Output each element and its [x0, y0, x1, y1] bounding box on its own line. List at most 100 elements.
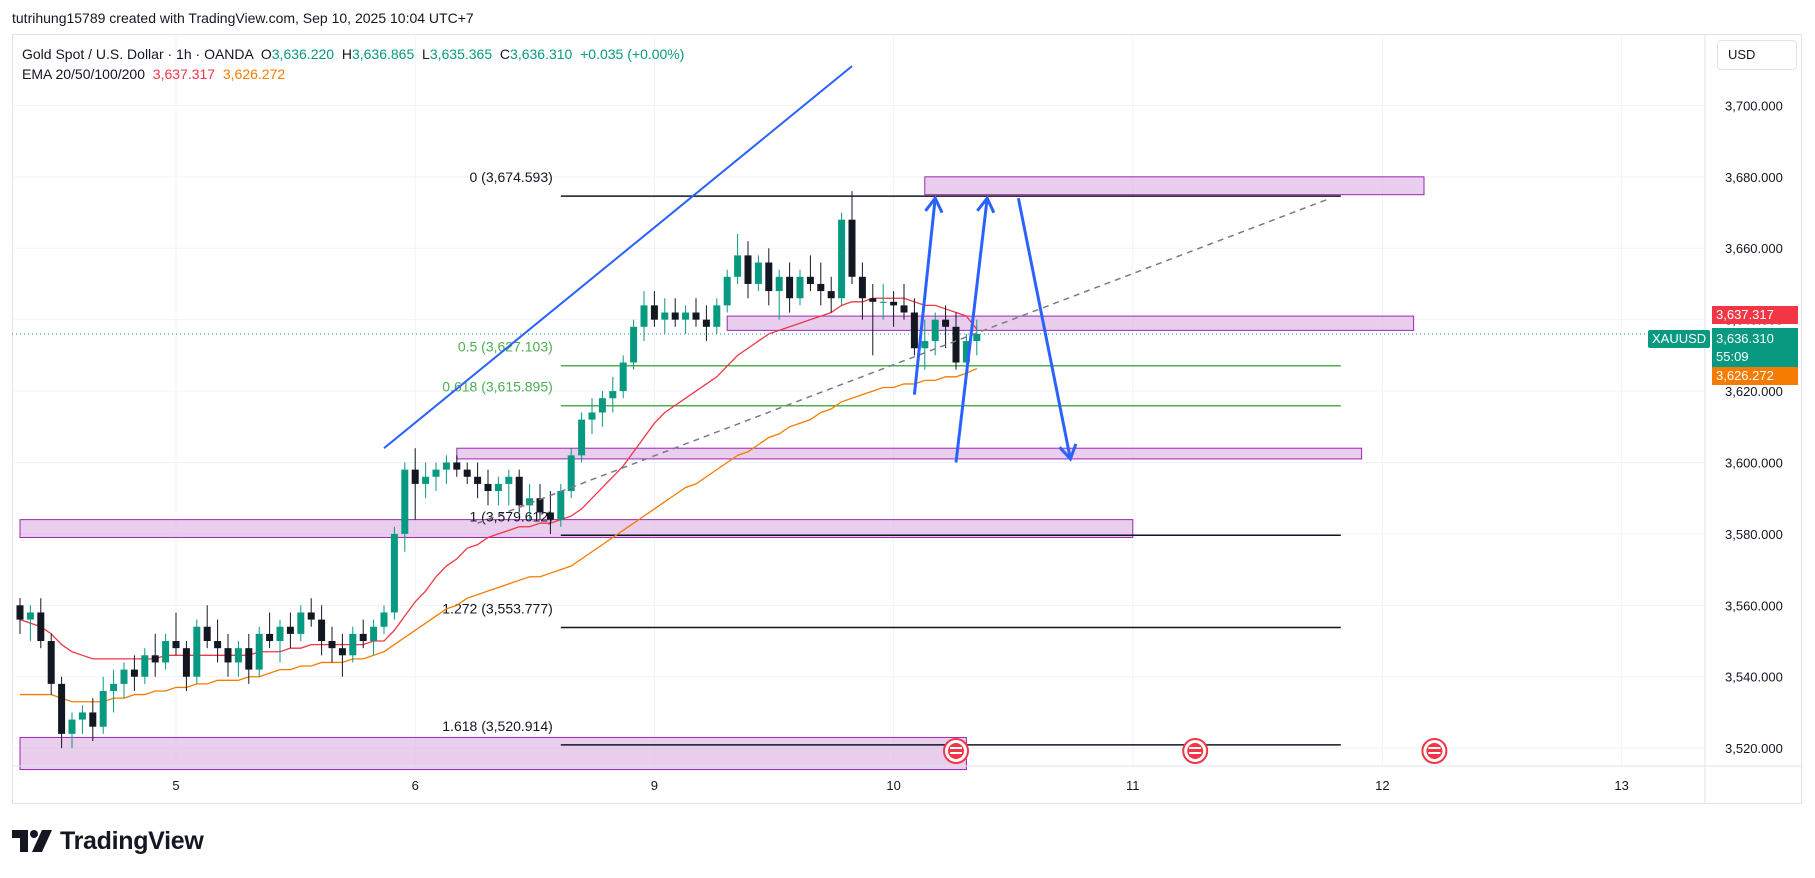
candle-body [962, 341, 970, 363]
candle-body [765, 262, 773, 292]
candle [848, 191, 856, 284]
candle [328, 626, 336, 663]
candle-body [474, 476, 482, 484]
x-tick-label: 11 [1126, 778, 1140, 793]
candle-body [110, 683, 118, 692]
candle-body [58, 683, 66, 734]
y-tick-label: 3,620.000 [1725, 384, 1783, 399]
event-flag-stripe [950, 747, 962, 749]
ema20-price-tag: 3,637.317 [1712, 306, 1798, 324]
event-flag-stripe [950, 752, 962, 754]
candle [224, 633, 232, 677]
candle [193, 619, 201, 684]
candle [16, 598, 24, 634]
candle-body [858, 276, 866, 299]
candle [359, 619, 367, 649]
candle-body [442, 462, 450, 470]
legend-l-label: L [422, 46, 430, 62]
candle [671, 298, 679, 327]
candle [858, 262, 866, 320]
candle [567, 448, 575, 499]
candle-body [640, 305, 648, 327]
candle [494, 476, 502, 506]
candle [609, 376, 617, 413]
dashed-trendline [477, 197, 1331, 524]
event-flag [1187, 743, 1204, 759]
candle [713, 298, 721, 334]
candle-body [754, 262, 762, 284]
candle-body [47, 641, 55, 684]
y-tick-label: 3,680.000 [1725, 170, 1783, 185]
candle-body [318, 619, 326, 642]
candle [910, 298, 918, 356]
candle [141, 648, 149, 684]
candle-body [182, 648, 190, 677]
candle-body [89, 712, 97, 727]
candle-body [78, 712, 86, 720]
legend-ohlc-row: Gold Spot / U.S. Dollar · 1h · OANDA O3,… [22, 44, 684, 64]
forecast-arrowhead [976, 195, 996, 214]
candle-body [276, 626, 284, 642]
candle [702, 305, 710, 342]
candle-body [869, 298, 877, 302]
y-tick-label: 3,540.000 [1725, 670, 1783, 685]
candle [245, 633, 253, 684]
candle-body [297, 612, 305, 634]
zones [12, 176, 1705, 771]
currency-button[interactable]: USD [1717, 40, 1797, 70]
candle-body [921, 341, 929, 349]
candle [307, 598, 315, 627]
axes: 3,520.000 3,540.000 3,560.000 3,580.000 3,60… [12, 34, 1802, 804]
candle [203, 605, 211, 649]
candle-body [162, 641, 170, 663]
candle-body [422, 476, 430, 484]
legend-change: +0.035 (+0.00%) [580, 46, 685, 62]
candle [879, 283, 887, 320]
candle [26, 605, 34, 642]
candle-body [463, 469, 471, 477]
candle-body [723, 276, 731, 306]
candle-body [827, 291, 835, 299]
zone-rect [19, 736, 967, 771]
candle-body [411, 469, 419, 484]
candle [921, 319, 929, 370]
candle [380, 605, 388, 634]
candle-body [588, 412, 596, 420]
zone-rect [726, 315, 1415, 331]
candle-body [380, 612, 388, 627]
candle [734, 233, 742, 284]
candle-body [817, 283, 825, 292]
candle [172, 612, 180, 656]
ema50-line [20, 367, 978, 703]
x-tick-label: 13 [1614, 778, 1628, 793]
tradingview-logo-icon [12, 830, 52, 852]
candle-body [536, 498, 544, 513]
y-tick-label: 3,660.000 [1725, 241, 1783, 256]
candle-body [515, 476, 523, 506]
zone-rect [456, 447, 1363, 460]
legend-o-label: O [260, 46, 272, 62]
candle-body [900, 305, 908, 313]
candle [286, 612, 294, 649]
candle [37, 598, 45, 649]
candle [526, 483, 534, 520]
candle [214, 619, 222, 663]
candle-body [671, 312, 679, 320]
fib-label: 0.5 (3,627.103) [458, 339, 553, 355]
chart-frame[interactable] [12, 34, 1802, 804]
candle-body [120, 669, 128, 684]
candle [110, 669, 118, 713]
legend-h-label: H [341, 46, 352, 62]
candle-body [359, 633, 367, 642]
legend-high: 3,636.865 [351, 46, 415, 62]
candle [890, 291, 898, 327]
candle-body [682, 312, 690, 320]
candle-body [172, 641, 180, 649]
us-event-icon [1421, 738, 1448, 764]
candle-body [453, 462, 461, 470]
forecast-arrowhead [1058, 443, 1078, 462]
candle [349, 626, 357, 663]
candle-body [203, 626, 211, 642]
tradingview-logo[interactable]: TradingView [12, 826, 204, 856]
